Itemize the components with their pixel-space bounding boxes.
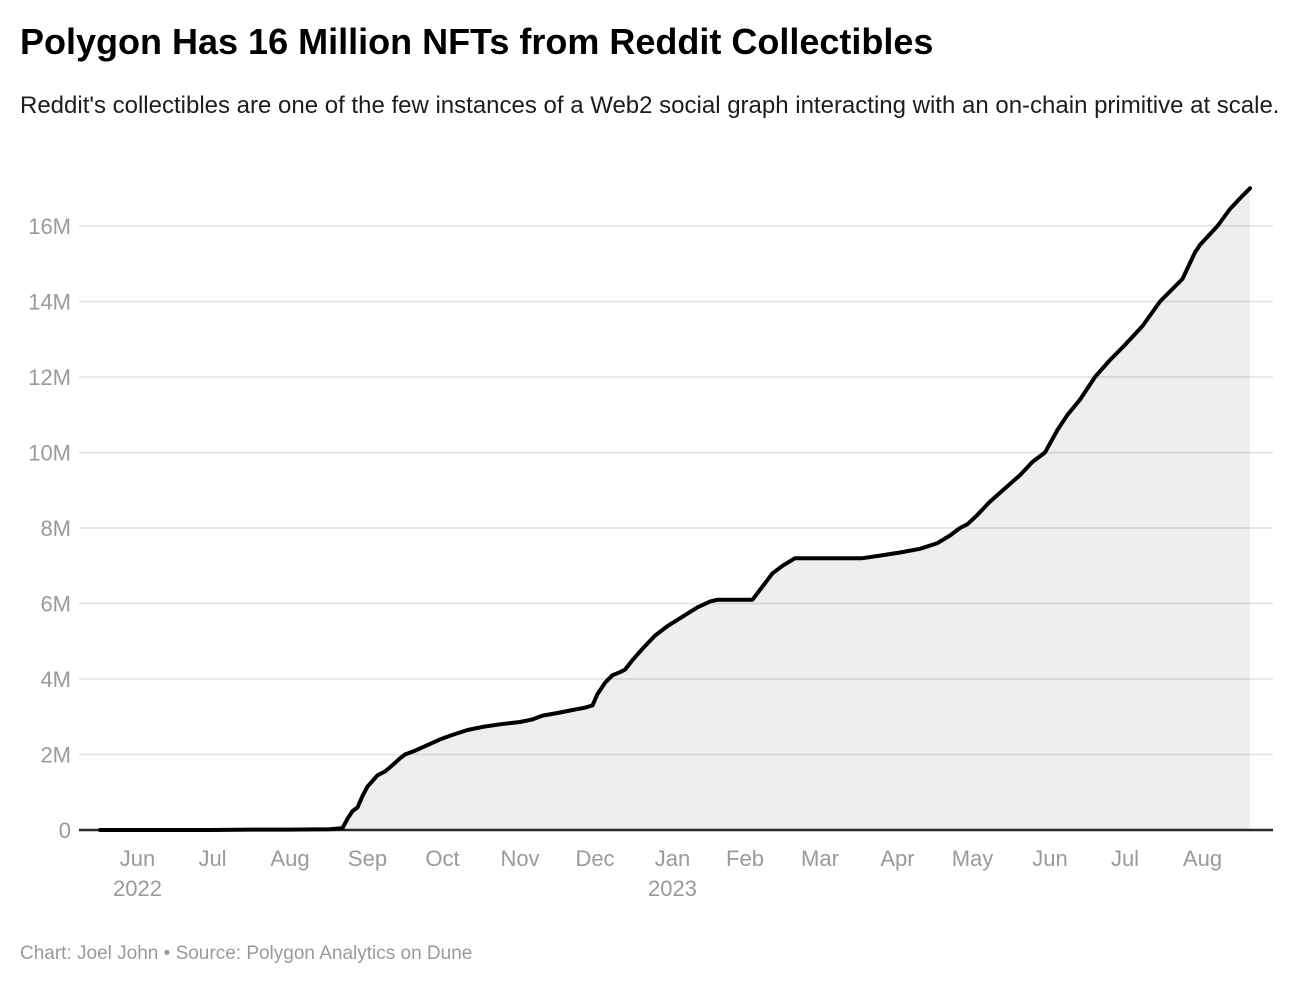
x-tick-label: Mar <box>801 846 839 871</box>
x-tick-label: May <box>952 846 994 871</box>
x-year-label: 2023 <box>648 876 697 901</box>
y-tick-label: 6M <box>40 592 71 617</box>
area-fill <box>100 188 1250 831</box>
chart-subtitle: Reddit's collectibles are one of the few… <box>20 92 1280 119</box>
y-tick-label: 12M <box>28 365 71 390</box>
chart-title: Polygon Has 16 Million NFTs from Reddit … <box>20 21 934 62</box>
y-tick-label: 14M <box>28 290 71 315</box>
x-tick-label: Feb <box>726 846 764 871</box>
x-tick-label: Jun <box>120 846 155 871</box>
x-tick-label: Jul <box>1111 846 1139 871</box>
x-year-label: 2022 <box>113 876 162 901</box>
x-tick-label: Oct <box>425 846 459 871</box>
x-tick-label: Aug <box>1183 846 1222 871</box>
y-tick-label: 16M <box>28 214 71 239</box>
x-tick-label: Jan <box>655 846 690 871</box>
x-tick-label: Aug <box>270 846 309 871</box>
x-tick-label: Nov <box>500 846 539 871</box>
x-tick-label: Dec <box>575 846 614 871</box>
y-tick-label: 10M <box>28 441 71 466</box>
x-tick-label: Apr <box>880 846 914 871</box>
y-tick-label: 4M <box>40 667 71 692</box>
y-tick-label: 2M <box>40 743 71 768</box>
x-tick-label: Jun <box>1032 846 1067 871</box>
chart-footer: Chart: Joel John • Source: Polygon Analy… <box>20 943 473 964</box>
x-tick-label: Sep <box>348 846 387 871</box>
y-tick-label: 0 <box>59 818 71 843</box>
data-line <box>98 186 1252 832</box>
y-tick-label: 8M <box>40 516 71 541</box>
x-tick-label: Jul <box>198 846 226 871</box>
